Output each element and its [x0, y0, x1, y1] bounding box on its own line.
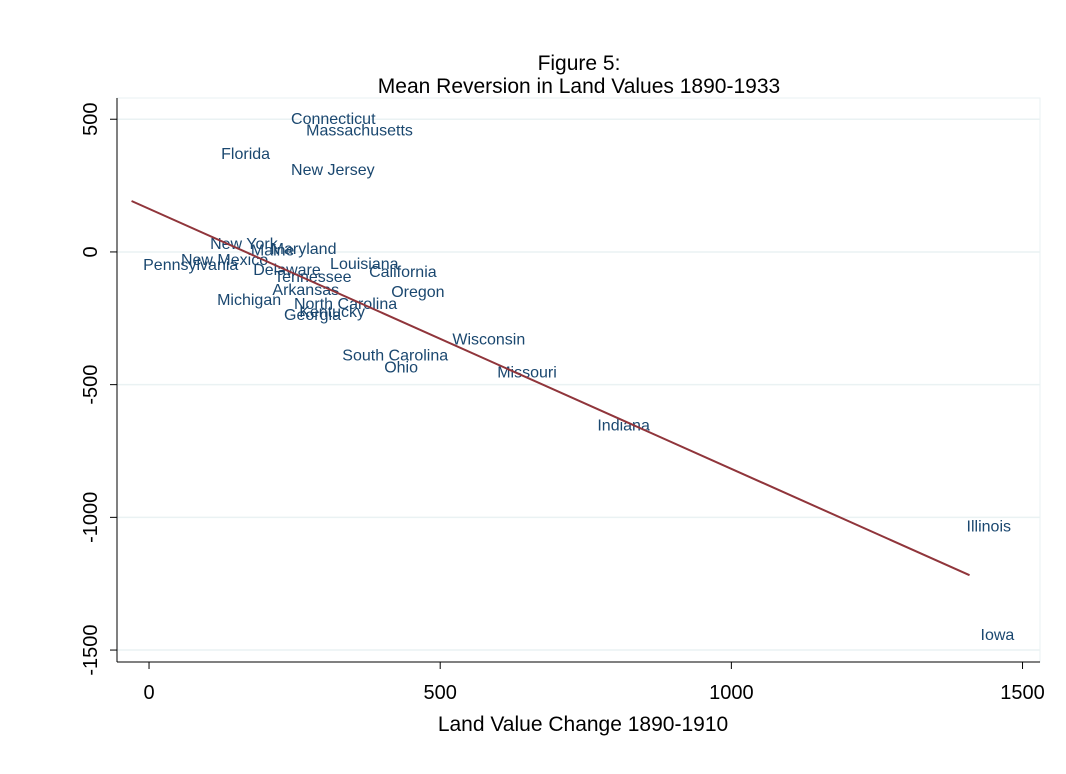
- y-tick-label: -1000: [80, 492, 102, 543]
- point-label: Florida: [221, 146, 270, 163]
- point-label: South Carolina: [342, 348, 448, 365]
- point-label: Ohio: [384, 360, 418, 377]
- point-label: Indiana: [597, 417, 650, 434]
- point-label: Illinois: [967, 518, 1011, 535]
- chart-subtitle: Mean Reversion in Land Values 1890-1933: [378, 75, 780, 98]
- point-label: Wisconsin: [452, 332, 525, 349]
- x-tick-label: 1000: [709, 682, 754, 704]
- y-tick-label: 0: [80, 246, 102, 257]
- point-label: Maine: [251, 242, 295, 259]
- point-label: Georgia: [284, 307, 341, 324]
- x-tick-label: 500: [424, 682, 457, 704]
- point-label: Missouri: [497, 365, 557, 382]
- point-label: New York: [210, 236, 279, 253]
- point-label: Massachusetts: [306, 122, 413, 139]
- y-tick-label: -500: [80, 365, 102, 405]
- point-label: Oregon: [391, 284, 444, 301]
- point-label: Kentucky: [299, 304, 365, 321]
- y-tick-label: -1500: [80, 624, 102, 675]
- x-axis-title: Land Value Change 1890-1910: [438, 713, 728, 736]
- x-tick-label: 1500: [1000, 682, 1045, 704]
- point-label: New Mexico: [181, 252, 268, 269]
- plot-region: [116, 97, 1041, 663]
- point-label: California: [369, 264, 437, 281]
- point-label: Michigan: [217, 292, 281, 309]
- x-tick-label: 0: [143, 682, 154, 704]
- y-tick-label: 500: [80, 103, 102, 136]
- fit-line: [131, 200, 970, 577]
- chart-title: Figure 5:: [538, 52, 621, 75]
- point-label: Connecticut: [291, 111, 376, 128]
- point-label: Maryland: [271, 241, 337, 258]
- point-label: Pennsylvania: [143, 257, 238, 274]
- point-label: New Jersey: [291, 162, 375, 179]
- point-label: Iowa: [981, 627, 1015, 644]
- point-label: Louisiana: [330, 256, 399, 273]
